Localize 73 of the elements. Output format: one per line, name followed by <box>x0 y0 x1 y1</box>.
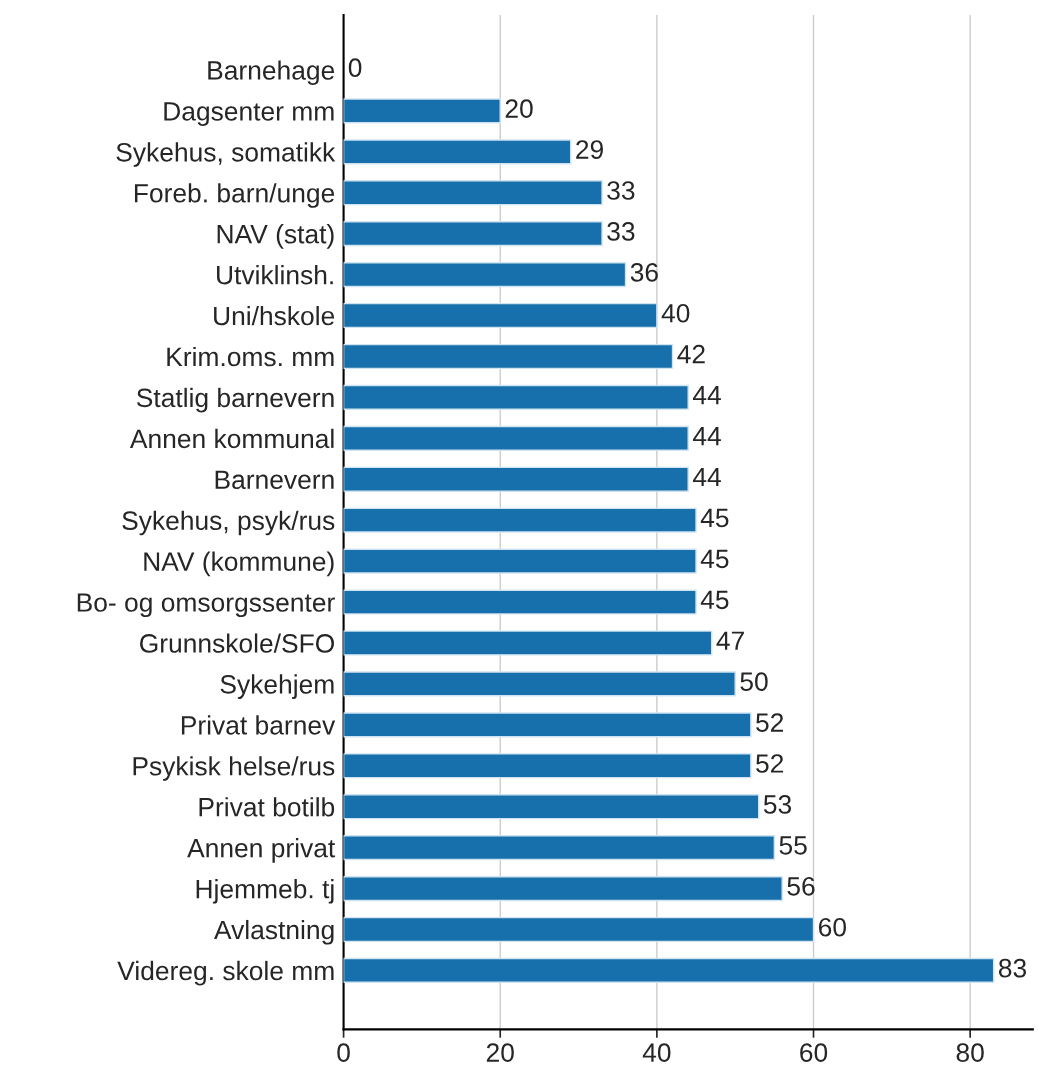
y-tick-label: Sykehus, psyk/rus <box>122 510 335 536</box>
data-label: 33 <box>607 181 635 200</box>
y-tick-label: Sykehus, somatikk <box>116 142 336 167</box>
bar <box>343 916 815 943</box>
data-label: 50 <box>740 672 768 691</box>
bar <box>343 139 572 165</box>
bar <box>343 630 713 656</box>
data-label: 55 <box>779 836 807 855</box>
y-tick-label: Barnehage <box>208 60 335 85</box>
y-tick-label: Grunnskole/SFO <box>140 633 334 653</box>
data-label: 56 <box>787 876 815 896</box>
data-label: 44 <box>692 386 721 405</box>
bar <box>343 507 697 533</box>
bar <box>343 302 658 329</box>
data-label: 44 <box>692 427 721 446</box>
bar <box>343 548 697 574</box>
y-tick-label: Annen kommunal <box>129 428 334 449</box>
bar <box>343 835 776 861</box>
x-tick-label: 20 <box>486 1043 514 1062</box>
bar <box>343 753 752 779</box>
y-tick-label: Privat barnev <box>181 715 336 735</box>
x-tick-label: 60 <box>800 1043 828 1062</box>
bar <box>343 343 674 370</box>
data-label: 47 <box>716 631 744 650</box>
data-label: 45 <box>700 549 729 569</box>
y-tick-label: Utviklinsh. <box>217 265 333 285</box>
x-tick-label: 0 <box>337 1043 350 1062</box>
data-label: 42 <box>677 344 705 364</box>
bar <box>343 180 603 206</box>
data-label: 20 <box>505 99 533 118</box>
y-tick-label: Statlig barnevern <box>136 387 334 413</box>
y-tick-label: Barnevern <box>215 470 334 490</box>
data-label: 44 <box>692 467 721 487</box>
y-tick-label: Privat botilb <box>199 797 335 817</box>
bar <box>343 589 697 615</box>
y-tick-label: Dagsenter mm <box>164 102 334 126</box>
y-tick-label: Avlastning <box>214 919 334 945</box>
data-label: 40 <box>661 303 690 323</box>
bar <box>343 98 501 124</box>
y-tick-label: Psykisk helse/rus <box>133 756 335 781</box>
data-label: 33 <box>607 222 635 241</box>
y-tick-label: Videreg. skole mm <box>117 960 334 986</box>
bar <box>343 384 689 410</box>
bar <box>343 957 995 983</box>
data-label: 60 <box>819 917 846 937</box>
data-label: 0 <box>348 58 362 78</box>
bar <box>343 875 783 902</box>
bar <box>343 671 736 697</box>
bar <box>343 712 752 738</box>
data-label: 52 <box>756 754 784 773</box>
bar <box>343 466 689 492</box>
y-tick-label: Annen privat <box>187 838 336 863</box>
y-tick-label: Sykehjem <box>220 674 334 699</box>
y-tick-label: Krim.oms. mm <box>167 346 334 367</box>
data-label: 36 <box>630 263 658 282</box>
bar <box>343 425 689 451</box>
data-label: 83 <box>998 958 1027 978</box>
data-label: 45 <box>700 590 729 610</box>
y-tick-label: NAV (stat) <box>217 224 334 249</box>
data-label: 29 <box>576 140 603 159</box>
data-label: 53 <box>763 795 792 814</box>
bar <box>343 221 603 247</box>
y-tick-label: Bo- og omsorgssenter <box>77 593 335 618</box>
y-tick-label: NAV (kommune) <box>144 551 334 577</box>
data-label: 45 <box>700 508 729 528</box>
bar <box>343 262 627 288</box>
x-tick-label: 40 <box>642 1043 671 1062</box>
y-tick-label: Foreb. barn/unge <box>134 183 335 208</box>
y-tick-label: Hjemmeb. tj <box>196 879 334 904</box>
data-label: 52 <box>756 713 784 732</box>
x-tick-label: 80 <box>956 1043 984 1062</box>
y-tick-label: Uni/hskole <box>214 305 335 326</box>
bar <box>343 794 760 820</box>
